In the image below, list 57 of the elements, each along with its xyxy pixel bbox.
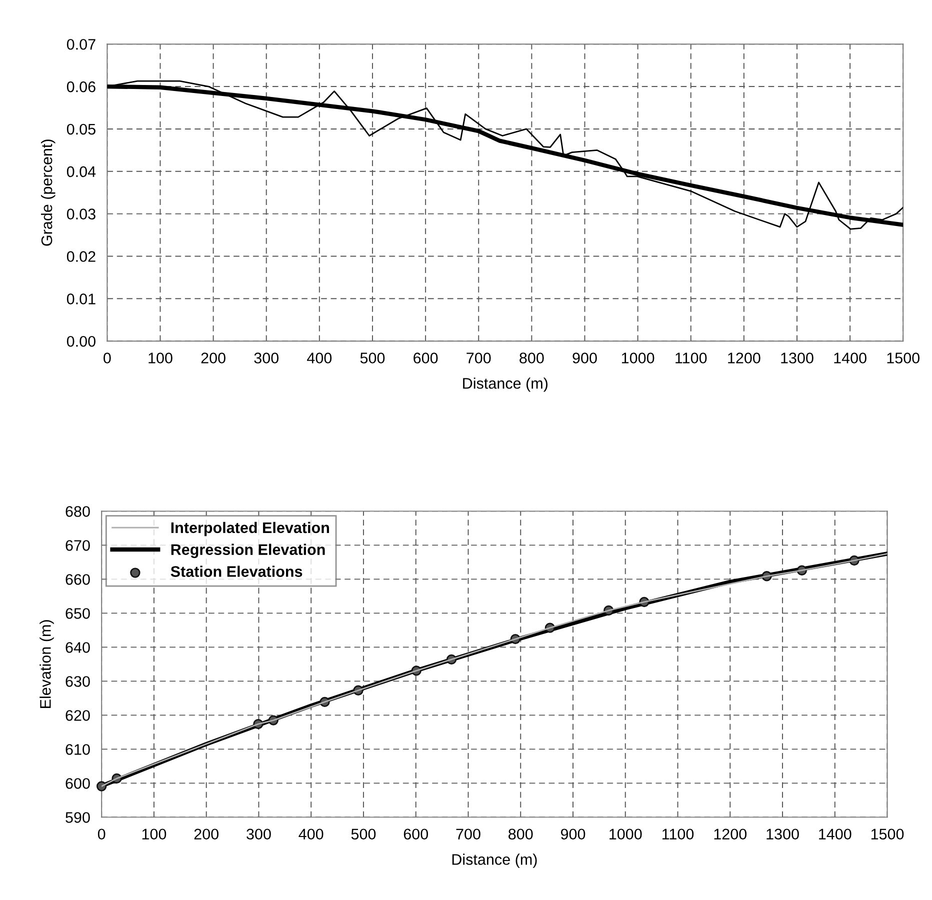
y-tick-label: 620 xyxy=(66,710,90,721)
y-tick-label: 590 xyxy=(66,812,90,823)
y-tick-label: 660 xyxy=(66,574,90,585)
x-tick-label: 600 xyxy=(414,352,438,364)
x-tick-label: 1500 xyxy=(887,352,920,364)
x-tick-label: 400 xyxy=(298,828,324,840)
y-tick-label: 640 xyxy=(66,642,90,653)
legend-label: Station Elevations xyxy=(170,566,302,577)
y-tick-label: 610 xyxy=(66,744,90,755)
x-tick-label: 1200 xyxy=(714,828,747,840)
x-tick-label: 0 xyxy=(98,828,106,840)
y-tick-label: 0.04 xyxy=(66,166,96,178)
x-tick-label: 100 xyxy=(148,352,172,364)
x-tick-label: 300 xyxy=(254,352,279,364)
y-tick-label: 650 xyxy=(66,608,90,619)
x-tick-label: 500 xyxy=(351,828,376,840)
y-tick-label: 0.06 xyxy=(66,81,96,92)
x-tick-label: 700 xyxy=(466,352,491,364)
x-tick-label: 300 xyxy=(246,828,271,840)
y-tick-label: 0.03 xyxy=(66,208,96,220)
x-tick-label: 200 xyxy=(201,352,226,364)
x-tick-label: 1500 xyxy=(871,828,904,840)
x-tick-label: 200 xyxy=(194,828,218,840)
x-tick-label: 1300 xyxy=(766,828,799,840)
x-tick-label: 800 xyxy=(508,828,533,840)
x-tick-label: 1300 xyxy=(781,352,814,364)
x-tick-label: 0 xyxy=(104,352,111,364)
legend-label: Regression Elevation xyxy=(171,544,325,558)
x-tick-label: 1000 xyxy=(622,352,654,364)
y-tick-label: 680 xyxy=(66,506,90,517)
x-tick-label: 900 xyxy=(572,352,597,364)
x-tick-label: 1100 xyxy=(662,828,694,840)
x-axis-title: Distance (m) xyxy=(452,854,537,868)
x-tick-label: 1400 xyxy=(819,828,852,840)
y-tick-label: 670 xyxy=(66,540,90,551)
y-tick-label: 0.00 xyxy=(66,336,96,347)
y-tick-label: 630 xyxy=(66,676,90,687)
x-tick-label: 900 xyxy=(560,828,586,840)
x-tick-label: 100 xyxy=(142,828,166,840)
x-tick-label: 600 xyxy=(404,828,428,840)
legend-label: Interpolated Elevation xyxy=(171,522,329,536)
x-tick-label: 400 xyxy=(307,352,332,364)
x-axis-title: Distance (m) xyxy=(463,378,548,392)
y-tick-label: 0.01 xyxy=(66,294,96,304)
y-tick-label: 0.05 xyxy=(66,124,96,135)
x-tick-label: 1000 xyxy=(610,828,642,840)
y-axis-title: Elevation (m) xyxy=(40,620,54,708)
x-tick-label: 800 xyxy=(520,352,544,364)
x-tick-label: 1400 xyxy=(834,352,866,364)
x-tick-label: 500 xyxy=(360,352,385,364)
y-axis-title: Grade (percent) xyxy=(40,140,56,246)
y-tick-label: 0.07 xyxy=(66,38,96,50)
x-tick-label: 1100 xyxy=(676,352,707,364)
y-tick-label: 600 xyxy=(66,778,90,789)
y-tick-label: 0.02 xyxy=(66,251,96,262)
x-tick-label: 1200 xyxy=(728,352,760,364)
x-tick-label: 700 xyxy=(456,828,480,840)
